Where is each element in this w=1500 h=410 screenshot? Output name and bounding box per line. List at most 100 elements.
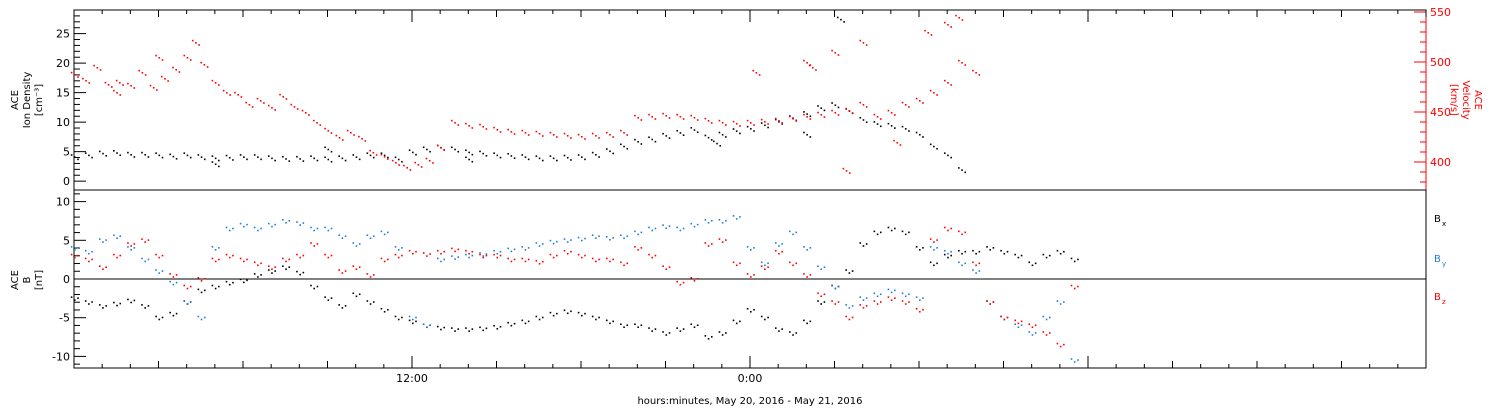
density-point bbox=[267, 155, 270, 157]
bz-point bbox=[809, 274, 812, 276]
velocity-point bbox=[640, 119, 643, 121]
velocity-point bbox=[507, 128, 509, 131]
bx-point bbox=[876, 233, 879, 236]
by-point bbox=[302, 222, 305, 224]
bz-point bbox=[637, 249, 639, 251]
bx-point bbox=[454, 330, 456, 332]
density-point bbox=[950, 156, 952, 159]
density-point bbox=[214, 163, 217, 166]
velocity-point bbox=[648, 113, 650, 116]
velocity-point bbox=[346, 129, 349, 132]
velocity-point bbox=[755, 72, 758, 74]
density-point bbox=[232, 159, 234, 161]
bz-point bbox=[774, 249, 777, 252]
density-point bbox=[862, 119, 865, 121]
bx-point bbox=[1034, 262, 1037, 265]
field-axis-label-2: B bbox=[22, 276, 33, 283]
bx-point bbox=[665, 334, 668, 336]
bz-point bbox=[130, 245, 132, 247]
velocity-point bbox=[296, 108, 299, 110]
velocity-point bbox=[595, 135, 597, 137]
velocity-point bbox=[115, 79, 118, 82]
density-point bbox=[133, 156, 136, 158]
velocity-point bbox=[267, 104, 270, 107]
bx-point bbox=[499, 325, 502, 328]
by-point bbox=[380, 230, 383, 233]
bx-point bbox=[521, 319, 524, 322]
bx-point bbox=[274, 270, 276, 272]
bx-point bbox=[77, 297, 79, 299]
velocity-point bbox=[535, 130, 538, 133]
density-point bbox=[746, 125, 749, 128]
density-point bbox=[665, 135, 668, 137]
velocity-point bbox=[693, 117, 696, 119]
bz-point bbox=[795, 262, 798, 265]
bx-point bbox=[972, 249, 974, 252]
density-point bbox=[908, 130, 910, 132]
bz-point bbox=[710, 243, 713, 245]
bz-point bbox=[260, 262, 262, 265]
bz-point bbox=[380, 257, 383, 260]
density-point bbox=[915, 131, 918, 134]
velocity-point bbox=[293, 106, 296, 108]
by-point bbox=[113, 234, 115, 237]
by-point bbox=[634, 230, 636, 233]
bx-point bbox=[922, 247, 924, 249]
bx-point bbox=[978, 250, 981, 253]
bx-point bbox=[313, 287, 316, 290]
density-point bbox=[879, 125, 882, 128]
velocity-point bbox=[862, 42, 865, 44]
field-axis-label-1: ACE bbox=[10, 270, 21, 290]
bx-point bbox=[704, 335, 707, 337]
bx-point bbox=[873, 230, 876, 233]
by-point bbox=[682, 227, 685, 230]
bx-point bbox=[806, 322, 808, 325]
velocity-point bbox=[338, 137, 341, 139]
by-point bbox=[186, 303, 189, 305]
field-tick-label: 5 bbox=[63, 234, 70, 247]
velocity-point bbox=[758, 74, 761, 76]
bz-point bbox=[936, 239, 938, 241]
density-point bbox=[397, 158, 400, 161]
bx-point bbox=[947, 256, 949, 259]
density-point bbox=[380, 152, 383, 154]
velocity-point bbox=[662, 112, 664, 115]
by-point bbox=[1028, 331, 1031, 333]
density-point bbox=[228, 156, 231, 159]
velocity-point bbox=[457, 124, 460, 126]
density-point bbox=[116, 152, 118, 154]
bx-point bbox=[465, 327, 467, 329]
velocity-point bbox=[479, 123, 481, 126]
bz-point bbox=[908, 301, 910, 303]
velocity-point bbox=[308, 114, 310, 116]
bx-point bbox=[634, 323, 636, 326]
velocity-point bbox=[130, 85, 132, 87]
bz-point bbox=[929, 238, 932, 240]
velocity-point bbox=[198, 44, 200, 46]
velocity-point bbox=[848, 172, 851, 174]
density-point bbox=[739, 132, 741, 135]
bx-point bbox=[809, 320, 812, 323]
bz-point bbox=[566, 252, 569, 255]
density-tick-label: 15 bbox=[56, 87, 70, 100]
density-point bbox=[640, 143, 643, 145]
velocity-point bbox=[256, 97, 259, 100]
bz-point bbox=[978, 262, 981, 265]
legend-bz: B bbox=[1434, 292, 1441, 303]
bx-point bbox=[707, 338, 710, 340]
velocity-point bbox=[383, 156, 386, 158]
by-point bbox=[764, 264, 766, 267]
velocity-point bbox=[696, 119, 699, 121]
by-point bbox=[890, 291, 893, 294]
density-point bbox=[161, 156, 164, 159]
bz-point bbox=[950, 227, 952, 230]
velocity-point bbox=[191, 39, 194, 42]
density-point bbox=[541, 159, 544, 162]
bx-point bbox=[566, 312, 569, 315]
velocity-point bbox=[739, 125, 741, 127]
velocity-point bbox=[811, 67, 814, 69]
bx-point bbox=[848, 272, 851, 274]
density-point bbox=[933, 145, 935, 148]
by-point bbox=[933, 249, 935, 251]
density-point bbox=[482, 152, 485, 155]
